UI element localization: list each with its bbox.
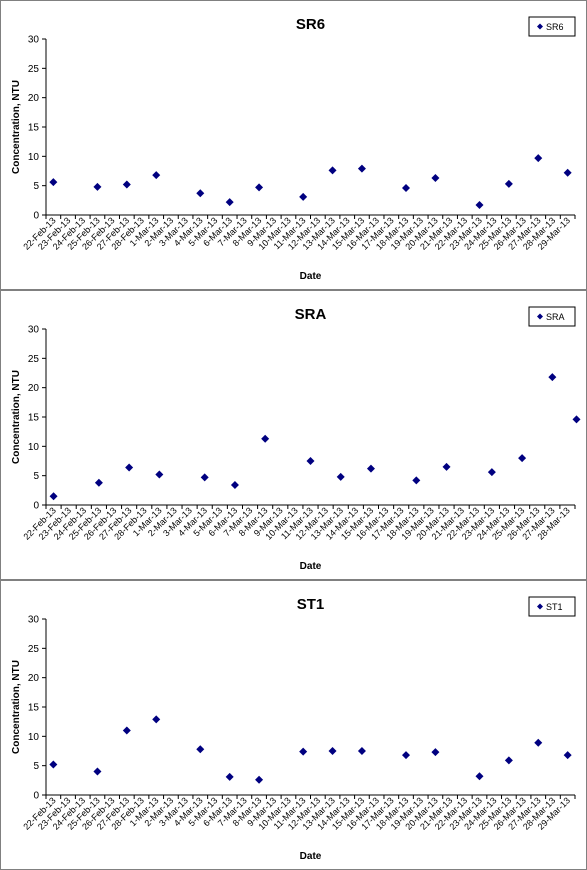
data-point [563,751,572,760]
data-point [299,747,308,756]
data-point [366,464,375,473]
y-tick-label: 15 [28,703,40,714]
data-point [487,468,496,477]
x-axis-title: Date [300,561,322,572]
data-point [49,760,58,769]
data-point [328,747,337,755]
legend-box [528,306,576,327]
data-point [93,767,102,776]
data-point [548,373,557,382]
data-point [49,178,58,187]
legend-label: ST1 [546,602,563,612]
y-axis-title: Concentration, NTU [11,370,22,464]
y-axis-title: Concentration, NTU [11,660,22,754]
data-point [49,492,58,501]
y-tick-label: 10 [28,442,40,453]
y-tick-label: 10 [28,732,40,743]
y-tick-label: 25 [28,64,40,75]
y-tick-label: 5 [33,471,39,482]
chart-panel-sra: SRA 0 5 10 15 20 25 30 22-Feb-13 23-Feb-13 24-Feb-… [0,290,587,580]
data-point [125,463,134,472]
legend-label: SR6 [546,22,564,32]
data-point [94,478,103,487]
y-tick-label: 30 [28,35,40,46]
data-point [93,182,102,191]
data-point [412,476,421,485]
legend-marker [537,603,543,610]
chart-sra: SRA05101520253022-Feb-1323-Feb-1324-Feb-… [11,306,581,572]
data-point [504,179,513,188]
legend-marker [537,313,543,320]
y-tick-label: 25 [28,644,40,655]
y-tick-label: 25 [28,354,40,365]
data-point [196,745,205,754]
data-point [431,748,440,757]
data-point [155,470,164,479]
data-point [152,715,161,724]
data-point [475,772,484,781]
chart-title: ST1 [297,596,325,613]
chart-panel-sr6: SR6 0 5 10 15 20 25 30 22-Feb-13 23-Feb-13 24-Feb-… [0,0,587,290]
data-point [328,166,337,175]
data-point [431,174,440,183]
data-point [336,472,345,481]
y-tick-label: 30 [28,325,40,336]
data-point [475,201,484,210]
y-tick-label: 5 [33,761,39,772]
data-point [306,457,315,465]
legend-box [528,16,576,37]
legend-marker [537,23,543,30]
y-tick-label: 10 [28,152,40,163]
chart-title: SRA [295,306,327,323]
data-point [299,192,308,201]
x-axis-title: Date [300,851,322,862]
y-tick-label: 15 [28,123,40,134]
data-point [563,168,572,177]
data-point [534,154,543,163]
data-point [357,747,366,755]
data-point [504,756,513,765]
y-tick-label: 20 [28,93,40,104]
y-axis-title: Concentration, NTU [11,80,22,174]
data-point [357,164,366,173]
y-tick-label: 0 [33,791,39,802]
data-point [402,751,411,760]
data-point [261,434,270,443]
data-point [255,775,264,784]
y-tick-label: 0 [33,501,39,512]
data-point [152,171,161,180]
data-point [225,198,234,207]
data-point [572,415,581,424]
data-point [225,772,234,781]
chart-panel-st1: ST1 0 5 10 15 20 25 30 22-Feb-13 23-Feb-13 24-Feb-… [0,580,587,870]
chart-title: SR6 [296,16,325,33]
data-point [122,180,131,189]
y-tick-label: 0 [33,211,39,222]
y-tick-label: 5 [33,181,39,192]
data-point [255,183,264,192]
y-tick-label: 20 [28,383,40,394]
chart-sr6: SR605101520253022-Feb-1323-Feb-1324-Feb-… [11,16,576,282]
y-tick-label: 20 [28,673,40,684]
chart-st1: ST105101520253022-Feb-1323-Feb-1324-Feb-… [11,596,576,862]
y-tick-label: 30 [28,615,40,626]
x-axis-title: Date [300,271,322,282]
data-point [442,462,451,471]
data-point [518,454,527,463]
data-point [534,738,543,747]
y-tick-label: 15 [28,413,40,424]
data-point [200,473,209,482]
data-point [230,481,239,490]
data-point [196,189,205,198]
data-point [122,726,131,735]
legend-label: SRA [546,312,565,322]
legend-box [528,596,576,617]
data-point [402,184,411,193]
